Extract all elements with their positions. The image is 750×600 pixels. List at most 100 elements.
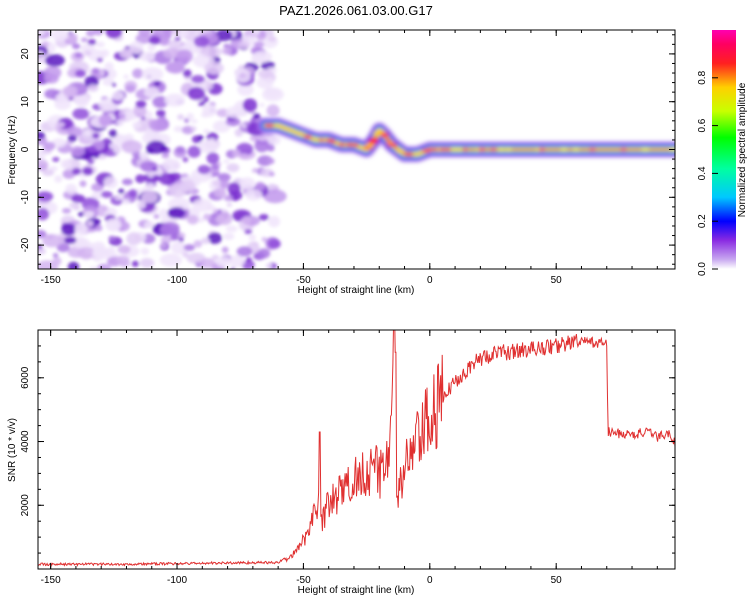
ridge-peak-blob	[303, 134, 312, 139]
ridge-peak-blob	[538, 147, 546, 152]
noise-blob	[44, 73, 59, 84]
y-tick-label: 0	[20, 146, 31, 152]
noise-blob	[62, 207, 72, 214]
noise-blob	[203, 129, 210, 134]
ridge-peak-blob	[380, 133, 390, 138]
noise-blob	[89, 266, 98, 269]
noise-blob	[70, 145, 86, 157]
noise-blob	[103, 265, 110, 269]
noise-blob	[52, 156, 60, 163]
noise-blob	[87, 84, 99, 92]
ridge-peak-blob	[454, 147, 463, 152]
noise-blob	[202, 46, 222, 58]
snr-y-axis: 2000 4000 6000	[20, 329, 675, 570]
noise-blob	[118, 188, 125, 195]
noise-blob	[71, 194, 86, 203]
noise-blob	[238, 41, 251, 49]
noise-blob	[92, 132, 100, 139]
noise-blob	[146, 140, 167, 154]
noise-blob	[116, 255, 130, 265]
noise-blob	[263, 189, 287, 204]
noise-blob	[111, 91, 125, 101]
noise-blob	[79, 180, 87, 188]
noise-blob	[171, 241, 187, 255]
ridge-peak-blob	[265, 123, 276, 128]
spectrogram-frequency-ridge	[257, 117, 675, 163]
noise-blob	[111, 82, 117, 87]
noise-blob	[242, 98, 258, 113]
noise-blob	[267, 183, 277, 190]
noise-blob	[255, 181, 266, 191]
noise-blob	[161, 243, 167, 248]
noise-blob	[38, 50, 44, 56]
noise-blob	[129, 41, 144, 54]
ridge-peak-blob	[477, 147, 487, 152]
snr-x-axis: -150 -100 -50 0 50	[41, 330, 658, 586]
noise-blob	[174, 36, 181, 42]
noise-blob	[229, 254, 245, 268]
noise-blob	[223, 195, 234, 202]
noise-blob	[72, 167, 82, 175]
noise-blob	[113, 147, 122, 154]
noise-blob	[54, 175, 63, 183]
noise-blob	[102, 77, 115, 87]
noise-blob	[98, 113, 112, 127]
y-tick-label: 20	[20, 48, 31, 60]
noise-blob	[108, 129, 118, 138]
ridge-peak-blob	[588, 147, 597, 152]
noise-blob	[95, 224, 103, 232]
noise-blob	[152, 174, 161, 182]
x-tick-label: 50	[551, 275, 563, 286]
noise-blob	[116, 119, 124, 127]
noise-blob	[65, 183, 77, 195]
ridge-peak-blob	[350, 142, 359, 147]
noise-blob	[163, 48, 181, 59]
snr-series-line	[38, 330, 675, 567]
noise-blob	[106, 69, 117, 79]
x-tick-label: -150	[41, 275, 61, 286]
noise-blob	[80, 37, 88, 43]
ridge-peak-blob	[387, 142, 398, 147]
ridge-peak-blob	[489, 147, 498, 152]
colorbar-tick-label: 0.8	[697, 70, 708, 84]
noise-blob	[84, 50, 92, 57]
noise-blob	[181, 125, 195, 135]
noise-blob	[123, 74, 129, 80]
noise-blob	[221, 47, 234, 55]
noise-blob	[60, 159, 72, 169]
y-tick-label: 2000	[20, 494, 31, 517]
noise-blob	[119, 113, 126, 119]
noise-blob	[267, 158, 275, 165]
y-tick-label: 4000	[20, 430, 31, 453]
noise-blob	[93, 30, 104, 36]
noise-blob	[268, 215, 281, 228]
noise-blob	[183, 69, 192, 78]
noise-blob	[95, 41, 105, 48]
noise-blob	[184, 118, 190, 123]
noise-blob	[212, 180, 221, 187]
spectrogram-x-axis: -150 -100 -50 0 50	[41, 30, 658, 286]
noise-blob	[221, 246, 229, 254]
noise-blob	[141, 67, 164, 81]
noise-blob	[197, 164, 211, 175]
noise-blob	[217, 172, 231, 182]
noise-blob	[261, 236, 267, 242]
noise-blob	[105, 220, 120, 231]
noise-blob	[156, 109, 166, 118]
noise-blob	[44, 54, 65, 67]
noise-blob	[167, 207, 186, 219]
noise-blob	[196, 217, 205, 223]
noise-blob	[139, 151, 149, 160]
noise-blob	[77, 211, 85, 217]
noise-blob	[245, 257, 252, 263]
x-tick-label: 0	[427, 275, 433, 286]
noise-blob	[171, 30, 181, 36]
noise-blob	[223, 232, 235, 241]
noise-blob	[257, 248, 271, 259]
noise-blob	[221, 208, 228, 213]
noise-blob	[168, 225, 180, 237]
y-tick-label: 6000	[20, 366, 31, 389]
noise-blob	[121, 178, 134, 186]
ridge-peak-blob	[505, 147, 512, 152]
